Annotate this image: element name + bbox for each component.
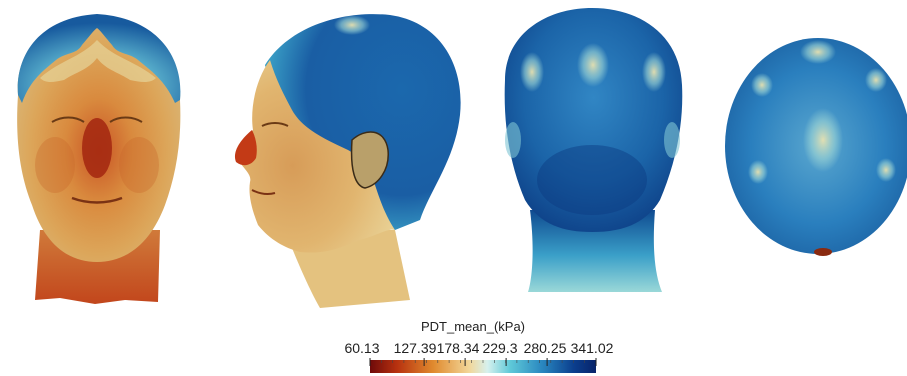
top-spot-front <box>800 40 836 64</box>
legend-title: PDT_mean_(kPa) <box>421 319 525 334</box>
side-nose <box>234 130 257 166</box>
front-forehead-band <box>40 40 156 82</box>
top-nose-tip <box>814 248 832 256</box>
front-mouth <box>71 196 123 204</box>
colorbar <box>370 360 596 373</box>
back-head <box>504 8 683 232</box>
back-spot-left <box>520 52 544 92</box>
side-scalp <box>265 14 461 231</box>
top-spot-right-front <box>865 68 887 92</box>
side-face <box>237 60 395 253</box>
top-spot-left-front <box>751 73 773 97</box>
top-spot-right-back <box>876 158 896 182</box>
legend-tick-label: 341.02 <box>571 340 614 356</box>
side-view <box>234 14 461 308</box>
front-left-eye <box>51 116 85 123</box>
legend-tick-label: 60.13 <box>344 340 379 356</box>
front-right-eye <box>109 116 143 123</box>
colorbar-legend: PDT_mean_(kPa) 60.13 127.39 178.34 229.3 280… <box>344 319 614 373</box>
front-nose <box>82 118 112 178</box>
back-spot-top <box>577 43 609 87</box>
side-ear <box>350 131 389 189</box>
front-view <box>17 14 181 304</box>
back-spot-right <box>642 52 666 92</box>
legend-tick-label: 280.25 <box>524 340 567 356</box>
top-view <box>725 38 907 256</box>
top-spot-left-back <box>748 160 768 184</box>
legend-tick-label: 127.39 <box>394 340 437 356</box>
legend-tick-label: 178.34 <box>437 340 480 356</box>
legend-tick-labels: 60.13 127.39 178.34 229.3 280.25 341.02 <box>344 340 613 356</box>
legend-tick-marks <box>369 358 597 366</box>
back-ear-right <box>664 122 680 158</box>
legend-tick-label: 229.3 <box>482 340 517 356</box>
back-view <box>504 8 683 292</box>
top-spot-center <box>803 108 843 172</box>
back-ear-left <box>505 122 521 158</box>
front-scalp <box>17 14 181 103</box>
back-neck <box>528 210 662 292</box>
